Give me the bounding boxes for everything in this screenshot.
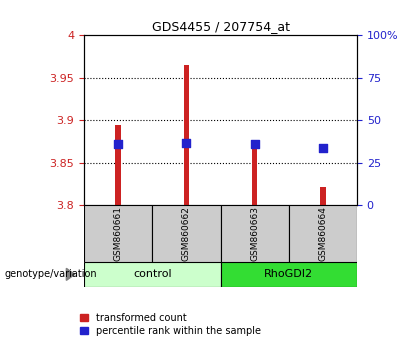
Point	[320, 145, 326, 151]
Legend: transformed count, percentile rank within the sample: transformed count, percentile rank withi…	[81, 313, 261, 336]
Bar	[220, 205, 289, 262]
Text: GSM860662: GSM860662	[182, 206, 191, 261]
Bar	[289, 205, 357, 262]
Bar	[184, 65, 189, 205]
Text: genotype/variation: genotype/variation	[4, 269, 97, 279]
Bar	[220, 262, 357, 287]
Text: GSM860661: GSM860661	[114, 206, 123, 261]
Bar	[152, 205, 221, 262]
Bar	[84, 205, 152, 262]
Text: GSM860663: GSM860663	[250, 206, 259, 261]
Text: GSM860664: GSM860664	[318, 206, 327, 261]
Polygon shape	[66, 268, 75, 280]
Text: RhoGDI2: RhoGDI2	[264, 269, 313, 279]
Bar	[116, 125, 121, 205]
Bar	[252, 144, 257, 205]
Point	[115, 141, 121, 147]
Point	[183, 141, 190, 146]
Title: GDS4455 / 207754_at: GDS4455 / 207754_at	[152, 20, 289, 33]
Bar	[84, 262, 220, 287]
Bar	[320, 187, 326, 205]
Point	[251, 141, 258, 147]
Text: control: control	[133, 269, 171, 279]
